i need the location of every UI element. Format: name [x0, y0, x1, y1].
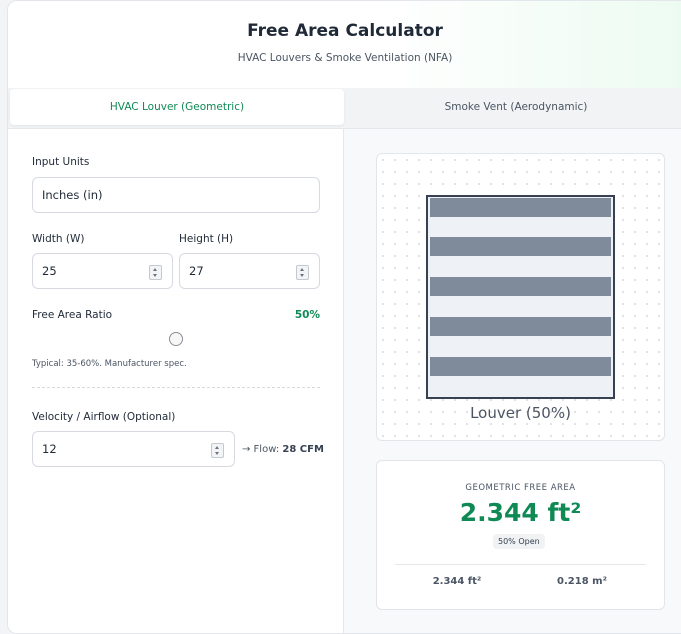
label: Height (H) [179, 233, 234, 245]
label: Velocity / Airflow (Optional) [32, 411, 176, 423]
label: Input Units [32, 156, 90, 168]
input-panel: Input Units Inches (in) Width (W) Height… [8, 129, 344, 633]
tab-bar: HVAC Louver (Geometric) Smoke Vent (Aero… [8, 88, 681, 129]
ratio-value: 50% [294, 309, 320, 321]
slat [430, 357, 611, 376]
tab[interactable]: HVAC Louver (Geometric) [10, 89, 344, 125]
width-input[interactable]: 25 [32, 253, 173, 289]
tab[interactable]: Smoke Vent (Aerodynamic) [444, 101, 588, 113]
spinner[interactable] [211, 443, 224, 458]
velocity-input[interactable]: 12 [32, 431, 235, 467]
label: Width (W) [32, 233, 85, 245]
slat [430, 317, 611, 336]
app: Free Area Calculator HVAC Louvers & Smok… [7, 0, 681, 634]
slat [430, 198, 611, 217]
preview-caption: Louver (50%) [470, 404, 571, 422]
input-value: 25 [42, 264, 57, 278]
result-card: GEOMETRIC FREE AREA 2.344 ft² 50% Open 2… [376, 460, 665, 610]
hint: Typical: 35-60%. Manufacturer spec. [32, 359, 187, 369]
flow-label: → Flow: [242, 444, 280, 455]
flow-value: 28 CFM [282, 444, 324, 455]
imperial-value: 2.344 ft² [432, 576, 482, 587]
slider-thumb[interactable] [169, 332, 183, 346]
label: Free Area Ratio [32, 309, 113, 321]
title: Free Area Calculator [247, 21, 443, 41]
flow: → Flow: 28 CFM [242, 444, 324, 455]
input-value: 12 [42, 442, 57, 456]
metric-value: 0.218 m² [557, 576, 607, 587]
slat [430, 277, 611, 296]
input-value: 27 [189, 264, 204, 278]
divider [32, 387, 320, 388]
slat [430, 237, 611, 256]
height-input[interactable]: 27 [179, 253, 320, 289]
louver-preview: Louver (50%) [376, 153, 665, 441]
subtitle: HVAC Louvers & Smoke Ventilation (NFA) [237, 52, 453, 64]
output-panel: Louver (50%) GEOMETRIC FREE AREA 2.344 f… [344, 129, 681, 633]
header: Free Area Calculator HVAC Louvers & Smok… [8, 1, 681, 89]
badge: 50% Open [493, 534, 545, 549]
spinner[interactable] [296, 265, 309, 280]
result-label: GEOMETRIC FREE AREA [465, 483, 576, 493]
units-select[interactable]: Inches (in) [32, 177, 320, 213]
result-value: 2.344 ft² [459, 498, 582, 527]
divider [395, 564, 646, 565]
spinner[interactable] [149, 265, 162, 280]
louver-frame [426, 195, 615, 399]
